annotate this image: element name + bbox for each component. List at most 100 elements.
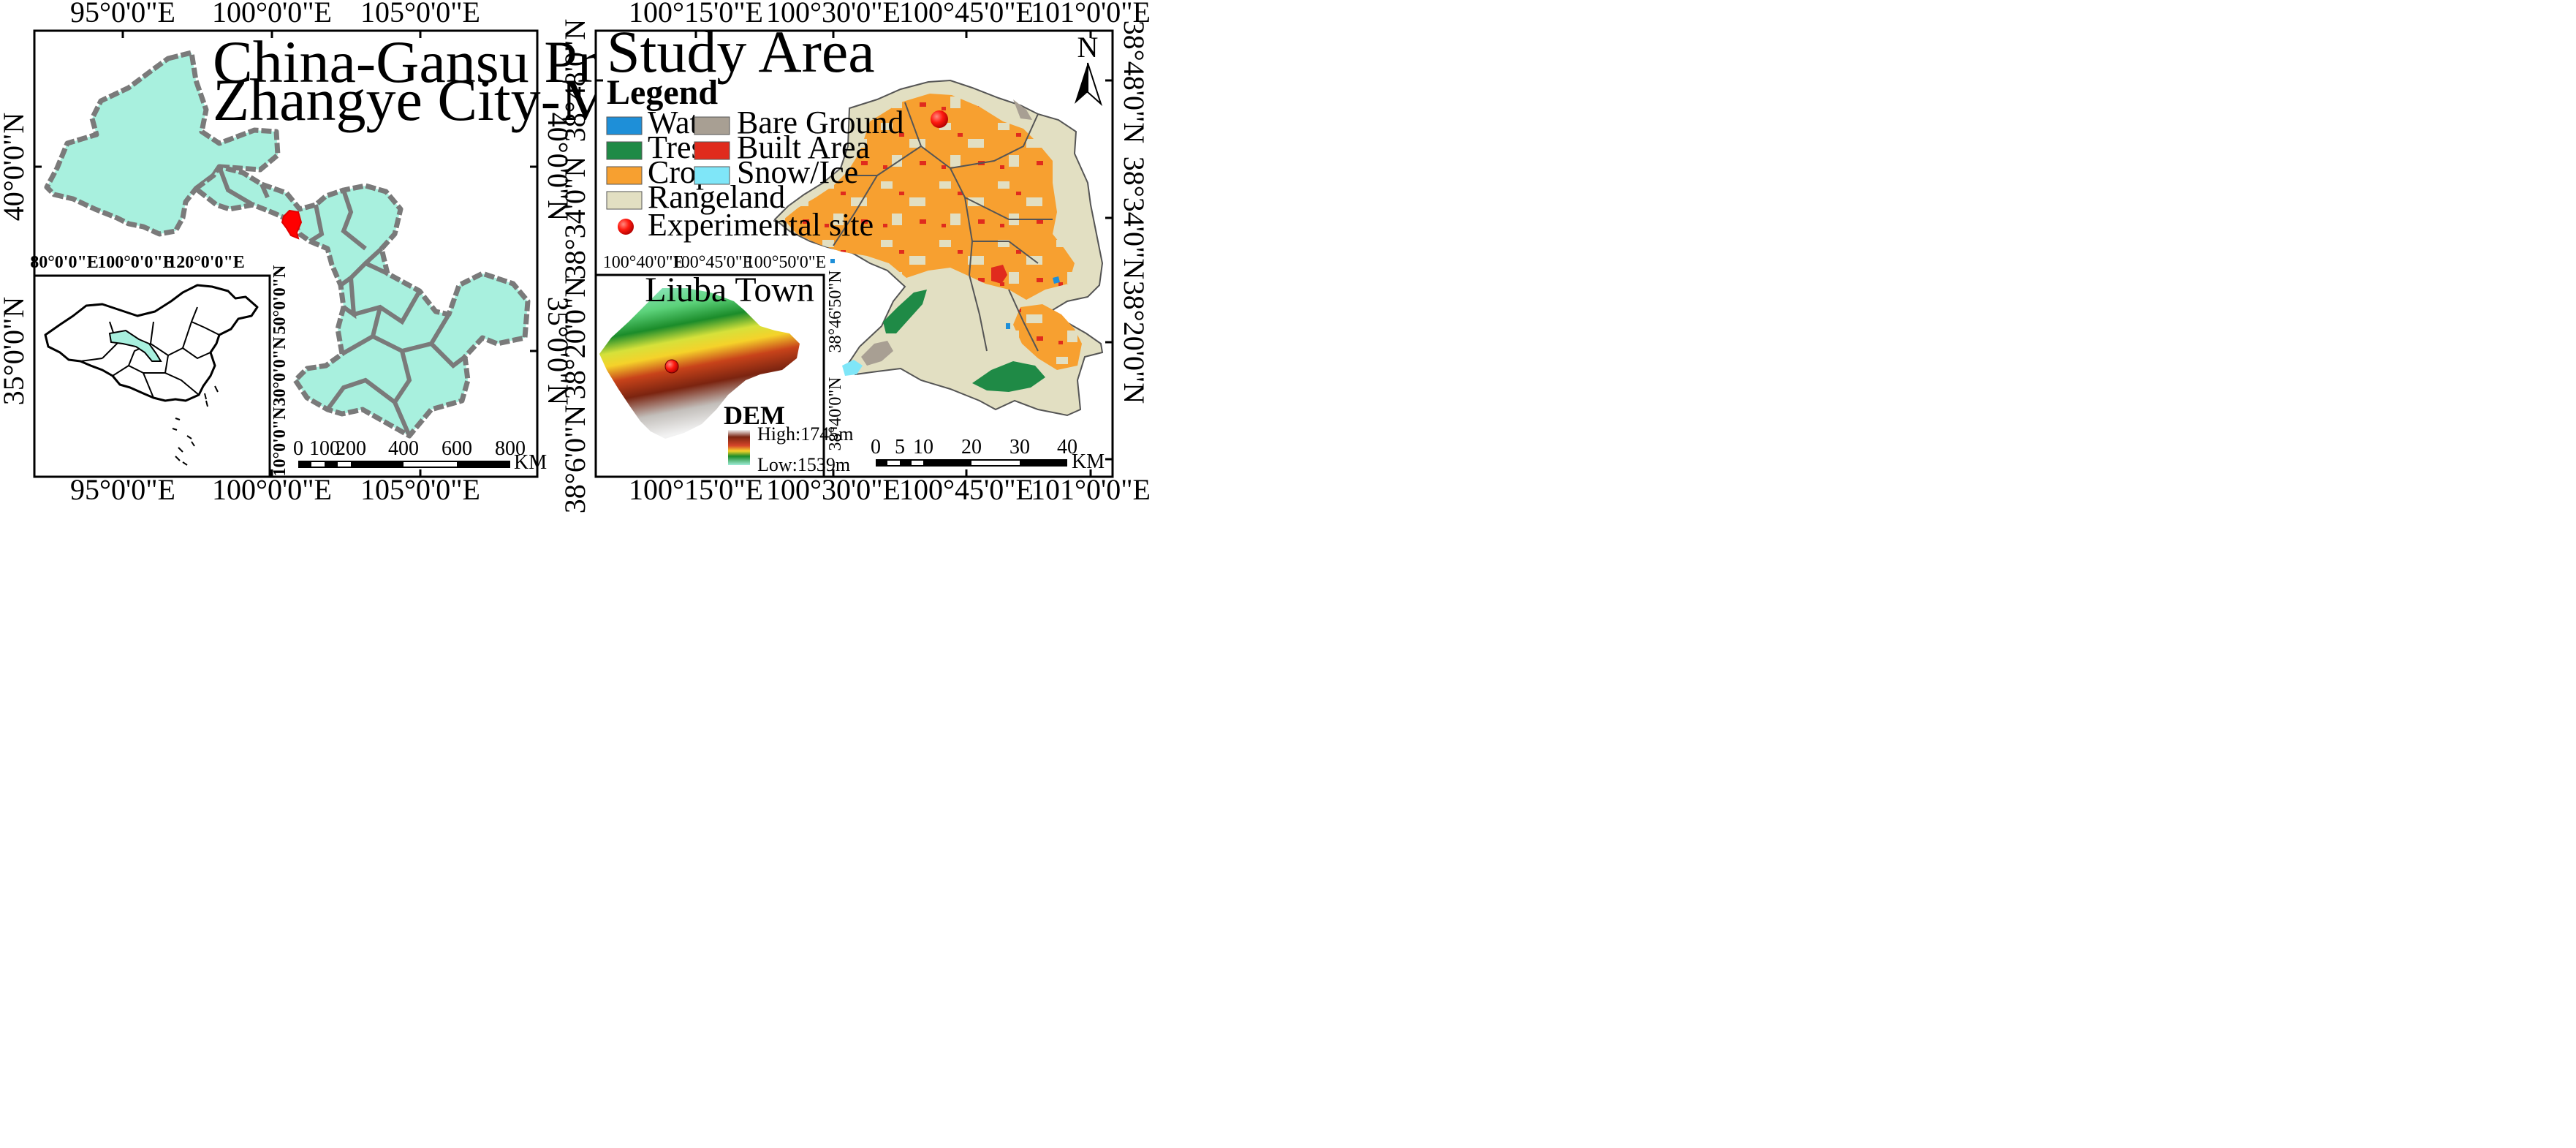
china-gansu-highlight — [108, 329, 162, 362]
china-islands — [172, 385, 219, 466]
minle-county-highlight — [281, 209, 303, 240]
liuba-right-label-2: 38°40'0"N — [826, 377, 845, 450]
left-scale-tick-2: 200 — [336, 437, 366, 460]
right-right-label-1: 38°48'0"N — [1118, 20, 1151, 143]
liuba-title: Liuba Town — [645, 271, 814, 309]
left-scale-tick-1: 100 — [309, 437, 340, 460]
left-top-label-2: 100°0'0"E — [212, 0, 332, 29]
legend-swatch-snow-ice — [694, 166, 730, 185]
right-scale-tick-1: 5 — [895, 436, 905, 458]
built-area-patch — [991, 265, 1007, 284]
dem-low-label: Low:1539m — [757, 454, 850, 475]
right-panel: Study Area N Legend Water Bare Ground Tr… — [558, 0, 1151, 513]
legend-swatch-bare-ground — [694, 116, 730, 135]
right-bottom-label-2: 100°30'0"E — [766, 473, 901, 506]
left-bottom-label-1: 95°0'0"E — [70, 473, 175, 506]
left-right-label-1: 40°0'0"N — [542, 113, 575, 221]
crops-area — [784, 94, 1075, 300]
right-top-label-3: 100°45'0"E — [899, 0, 1034, 29]
left-scale-tick-0: 0 — [293, 437, 303, 460]
right-scale-unit: KM — [1072, 450, 1105, 473]
china-top-label-2: 100°0'0"E — [97, 253, 175, 272]
left-frame-ticks — [34, 31, 537, 477]
right-scale-tick-0: 0 — [871, 436, 881, 458]
right-scale-tick-4: 30 — [1009, 436, 1030, 458]
dem-high-label: High:1745m — [757, 423, 853, 445]
right-top-label-4: 101°0'0"E — [1031, 0, 1151, 29]
right-bottom-label-1: 100°15'0"E — [629, 473, 763, 506]
liuba-site-marker — [664, 359, 679, 374]
north-label: N — [1077, 31, 1099, 64]
right-bottom-label-3: 100°45'0"E — [899, 473, 1034, 506]
legend-label-built-area: Built Area — [737, 129, 870, 165]
china-right-label-1: 50°0'0"N — [270, 265, 289, 335]
right-left-label-4: 38°6'0"N — [558, 405, 591, 513]
north-arrow-left — [1075, 63, 1088, 104]
township-boundaries — [833, 102, 1053, 352]
left-side-label-2: 35°0'0"N — [0, 297, 30, 405]
china-top-label-1: 80°0'0"E — [30, 253, 99, 272]
snow-ice-patch — [842, 360, 863, 376]
legend-swatch-water — [606, 116, 643, 135]
liuba-top-label-1: 100°40'0"E — [603, 253, 683, 272]
left-right-label-2: 35°0'0"N — [542, 297, 575, 405]
legend-label-snow-ice: Snow/Ice — [737, 154, 858, 190]
study-area-map — [773, 79, 1104, 417]
liuba-top-label-3: 100°50'0"E — [746, 253, 826, 272]
legend-swatch-trees — [606, 141, 643, 160]
legend-swatch-rangeland — [606, 191, 643, 210]
dem-color-ramp — [728, 430, 750, 465]
left-scale-tick-3: 400 — [388, 437, 419, 460]
right-right-label-3: 38°20'0"N — [1118, 281, 1151, 404]
legend-site-marker — [618, 219, 634, 235]
legend: Legend Water Bare Ground Tress Built Are… — [606, 73, 904, 243]
liuba-inset: Liuba Town DEM High:1745m Low:1539m 38°4… — [594, 270, 853, 478]
north-arrow-right — [1087, 62, 1103, 107]
china-inset: 50°0'0"N 30°0'0"N 10°0'0"N — [33, 265, 289, 478]
china-right-label-3: 10°0'0"N — [270, 407, 289, 477]
left-top-label-3: 105°0'0"E — [360, 0, 480, 29]
right-top-label-1: 100°15'0"E — [629, 0, 763, 29]
legend-swatch-crops — [606, 166, 643, 185]
left-panel: China-Gansu Province- Zhangye City-Minle… — [0, 0, 895, 506]
left-scale-tick-5: 800 — [495, 437, 526, 460]
left-scale-unit: KM — [514, 451, 547, 474]
left-bottom-label-2: 100°0'0"E — [212, 473, 332, 506]
right-scale-bar: 0 5 10 20 30 40 KM — [871, 436, 1105, 473]
legend-title: Legend — [607, 73, 718, 112]
north-arrow: N — [1075, 31, 1103, 107]
trees-southeast — [972, 361, 1045, 392]
right-bottom-label-4: 101°0'0"E — [1031, 473, 1151, 506]
liuba-right-label-1: 38°46'50"N — [826, 270, 845, 352]
right-left-label-3: 38°20'0"N — [558, 276, 591, 399]
left-bottom-label-3: 105°0'0"E — [360, 473, 480, 506]
china-top-label-3: 120°0'0"E — [167, 253, 245, 272]
gansu-province-shape — [44, 50, 281, 237]
legend-label-bare-ground: Bare Ground — [737, 105, 904, 140]
legend-label-site: Experimental site — [648, 207, 874, 243]
right-scale-tick-5: 40 — [1057, 436, 1077, 458]
legend-swatch-built-area — [694, 141, 730, 160]
right-top-label-2: 100°30'0"E — [766, 0, 901, 29]
liuba-dem-shape — [599, 288, 800, 439]
right-right-label-2: 38°34'0"N — [1118, 156, 1151, 279]
liuba-top-label-2: 100°45'0"E — [673, 253, 753, 272]
right-scale-tick-2: 10 — [913, 436, 933, 458]
right-left-label-1: 38°48'0"N — [558, 19, 591, 142]
prefecture-boundaries — [217, 165, 466, 437]
study-area-title: Study Area — [607, 18, 875, 85]
left-top-label-1: 95°0'0"E — [70, 0, 175, 29]
right-scale-tick-3: 20 — [961, 436, 982, 458]
dem-title: DEM — [724, 401, 785, 430]
left-scale-bar: 0 100 200 400 600 800 KM — [293, 437, 547, 474]
right-left-label-2: 38°34'0"N — [558, 156, 591, 279]
crops-south — [1013, 304, 1082, 370]
legend-label-rangeland: Rangeland — [648, 179, 785, 215]
left-side-label-1: 40°0'0"N — [0, 113, 30, 221]
left-scale-tick-4: 600 — [442, 437, 472, 460]
right-frame-ticks — [596, 31, 1113, 477]
trees-northwest — [883, 290, 927, 333]
china-right-label-2: 30°0'0"N — [270, 336, 289, 407]
experimental-site-marker — [931, 110, 948, 128]
